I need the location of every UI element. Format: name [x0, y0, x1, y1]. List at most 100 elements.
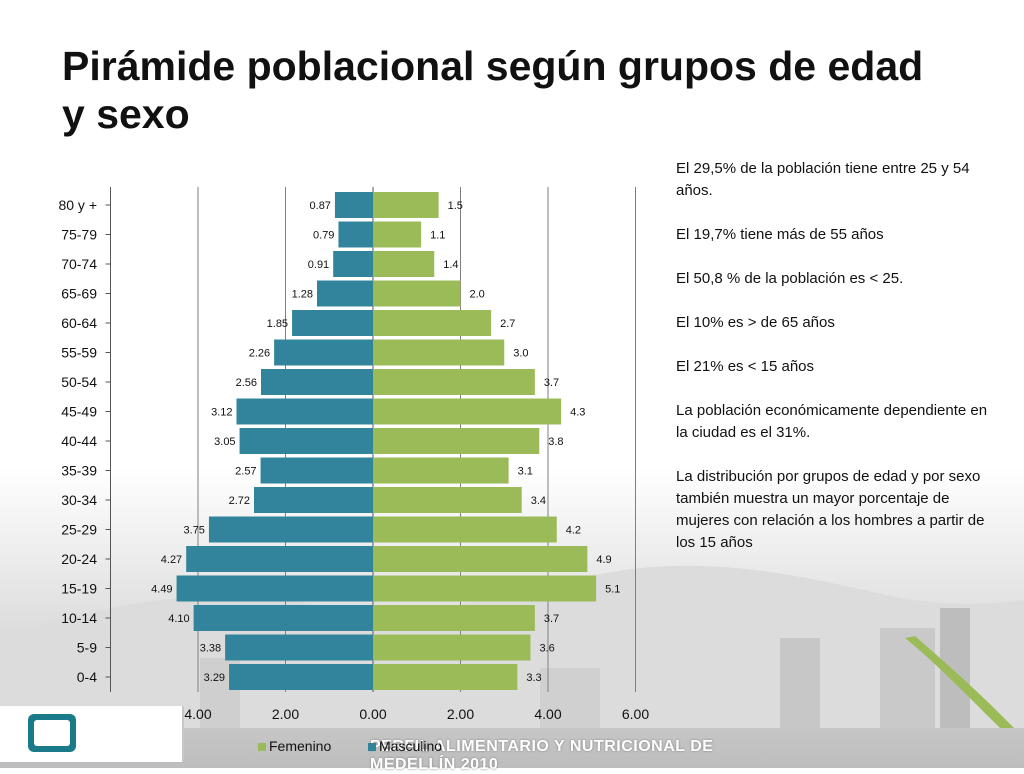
data-label-masculino: 1.85 — [267, 318, 288, 330]
legend-label: Femenino — [269, 738, 332, 754]
category-label: 50-54 — [61, 374, 97, 390]
data-label-femenino: 1.1 — [430, 230, 445, 242]
category-label: 0-4 — [77, 669, 97, 685]
data-label-masculino: 3.38 — [200, 643, 221, 655]
bar-masculino — [261, 369, 373, 395]
data-label-femenino: 1.5 — [448, 200, 463, 212]
category-label: 5-9 — [77, 640, 97, 656]
data-label-masculino: 4.10 — [168, 613, 189, 625]
bar-femenino — [373, 457, 509, 484]
data-label-masculino: 3.12 — [211, 407, 232, 419]
category-label: 30-34 — [61, 492, 97, 508]
category-label: 70-74 — [61, 256, 97, 272]
data-label-femenino: 3.8 — [548, 436, 563, 448]
data-label-masculino: 1.28 — [292, 289, 313, 301]
data-label-femenino: 2.7 — [500, 318, 515, 330]
category-label: 15-19 — [61, 581, 97, 597]
note-text: El 21% es < 15 años — [676, 358, 815, 375]
bar-masculino — [292, 310, 373, 336]
bar-masculino — [260, 457, 373, 484]
legend-swatch-masculino — [368, 743, 376, 752]
bar-femenino — [373, 516, 557, 543]
note-text: El 29,5% de la población tiene entre 25 … — [676, 160, 970, 199]
category-label: 45-49 — [61, 404, 97, 420]
bar-femenino — [373, 339, 505, 366]
data-label-femenino: 3.0 — [513, 348, 528, 360]
note-text: El 10% es > de 65 años — [676, 314, 835, 331]
category-label: 20-24 — [61, 551, 97, 567]
category-label: 75-79 — [61, 227, 97, 243]
data-label-femenino: 4.9 — [596, 554, 611, 566]
legend-item-femenino: Femenino — [258, 738, 331, 754]
data-label-femenino: 3.6 — [540, 643, 555, 655]
data-label-masculino: 4.27 — [161, 554, 182, 566]
bar-masculino — [186, 546, 373, 572]
bar-femenino — [373, 310, 492, 336]
data-label-femenino: 2.0 — [470, 289, 485, 301]
bar-masculino — [338, 221, 373, 248]
data-label-masculino: 4.49 — [151, 584, 172, 596]
note-text: El 19,7% tiene más de 55 años — [676, 226, 884, 243]
legend-swatch-femenino — [258, 743, 266, 752]
bar-femenino — [373, 487, 522, 513]
data-label-masculino: 2.72 — [229, 495, 250, 507]
data-label-femenino: 4.3 — [570, 407, 585, 419]
bar-femenino — [373, 575, 597, 602]
bar-femenino — [373, 664, 518, 690]
x-tick-label: 4.00 — [534, 706, 561, 722]
logo-icon — [28, 714, 76, 752]
data-label-femenino: 5.1 — [605, 584, 620, 596]
data-label-femenino: 3.1 — [518, 466, 533, 478]
bar-masculino — [229, 664, 373, 690]
data-label-femenino: 3.4 — [531, 495, 546, 507]
data-label-femenino: 3.3 — [526, 672, 541, 684]
bar-masculino — [254, 487, 373, 513]
notes-panel: El 29,5% de la población tiene entre 25 … — [676, 158, 996, 576]
category-label: 10-14 — [61, 610, 97, 626]
legend-label: Masculino — [379, 738, 443, 754]
x-tick-label: 2.00 — [272, 706, 299, 722]
legend-item-masculino: Masculino — [368, 738, 442, 754]
category-label: 25-29 — [61, 522, 97, 538]
bar-femenino — [373, 192, 439, 218]
data-label-masculino: 2.26 — [249, 348, 270, 360]
note-text: La población económicamente dependiente … — [676, 402, 988, 441]
category-label: 40-44 — [61, 433, 97, 449]
bar-masculino — [317, 280, 373, 307]
bar-femenino — [373, 398, 562, 425]
alcaldia-logo — [0, 706, 184, 762]
data-label-masculino: 0.79 — [313, 230, 334, 242]
x-tick-label: 6.00 — [622, 706, 649, 722]
data-label-masculino: 3.75 — [184, 525, 205, 537]
bar-femenino — [373, 605, 535, 631]
data-label-femenino: 3.7 — [544, 377, 559, 389]
data-label-femenino: 3.7 — [544, 613, 559, 625]
bar-femenino — [373, 634, 531, 661]
bar-femenino — [373, 546, 588, 572]
bar-masculino — [334, 192, 373, 218]
data-label-masculino: 2.56 — [236, 377, 257, 389]
bar-femenino — [373, 221, 422, 248]
category-label: 80 y + — [58, 197, 97, 213]
category-label: 65-69 — [61, 286, 97, 302]
data-label-masculino: 0.87 — [310, 200, 331, 212]
x-tick-label: 2.00 — [447, 706, 474, 722]
bar-femenino — [373, 428, 540, 454]
bar-masculino — [208, 516, 373, 543]
bar-masculino — [274, 339, 373, 366]
bar-femenino — [373, 369, 535, 395]
category-label: 35-39 — [61, 463, 97, 479]
data-label-masculino: 3.05 — [214, 436, 235, 448]
bar-femenino — [373, 280, 461, 307]
bar-masculino — [236, 398, 373, 425]
category-label: 55-59 — [61, 345, 97, 361]
note-text: El 50,8 % de la población es < 25. — [676, 270, 904, 287]
bar-masculino — [225, 634, 373, 661]
x-tick-label: 0.00 — [359, 706, 386, 722]
bar-masculino — [239, 428, 373, 454]
data-label-masculino: 3.29 — [204, 672, 225, 684]
bar-masculino — [193, 605, 373, 631]
category-label: 60-64 — [61, 315, 97, 331]
bar-masculino — [176, 575, 373, 602]
